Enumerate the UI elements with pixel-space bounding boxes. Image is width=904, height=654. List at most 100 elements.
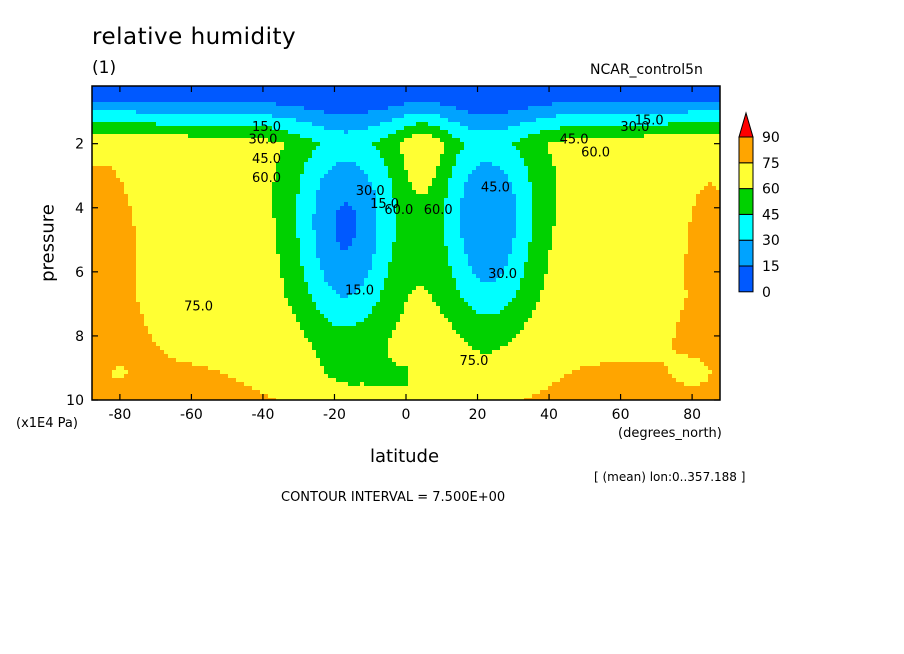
field-cell	[528, 186, 533, 191]
field-cell	[580, 202, 585, 207]
field-cell	[236, 194, 241, 199]
field-cell	[280, 194, 285, 199]
field-cell	[708, 142, 713, 147]
field-cell	[424, 170, 429, 175]
field-cell	[116, 206, 121, 211]
field-cell	[584, 142, 589, 147]
field-cell	[572, 202, 577, 207]
field-cell	[712, 182, 717, 187]
field-cell	[428, 114, 433, 119]
field-cell	[164, 186, 169, 191]
field-cell	[608, 158, 613, 163]
field-cell	[172, 206, 177, 211]
field-cell	[608, 170, 613, 175]
field-cell	[240, 198, 245, 203]
field-cell	[392, 146, 397, 151]
field-cell	[516, 90, 521, 95]
field-cell	[268, 118, 273, 123]
field-cell	[396, 90, 401, 95]
field-cell	[332, 166, 337, 171]
field-cell	[204, 198, 209, 203]
field-cell	[392, 162, 397, 167]
field-cell	[108, 202, 113, 207]
field-cell	[672, 142, 677, 147]
field-cell	[108, 206, 113, 211]
field-cell	[548, 102, 553, 107]
field-cell	[488, 190, 493, 195]
field-cell	[140, 178, 145, 183]
field-cell	[516, 178, 521, 183]
field-cell	[260, 122, 265, 127]
field-cell	[200, 158, 205, 163]
field-cell	[708, 162, 713, 167]
field-cell	[552, 210, 557, 215]
field-cell	[448, 146, 453, 151]
field-cell	[404, 166, 409, 171]
field-cell	[600, 174, 605, 179]
field-cell	[400, 114, 405, 119]
field-cell	[180, 146, 185, 151]
field-cell	[604, 210, 609, 215]
field-cell	[144, 94, 149, 99]
field-cell	[560, 210, 565, 215]
field-cell	[452, 190, 457, 195]
field-cell	[256, 142, 261, 147]
field-cell	[184, 134, 189, 139]
field-cell	[112, 122, 117, 127]
field-cell	[168, 198, 173, 203]
field-cell	[600, 150, 605, 155]
field-cell	[692, 178, 697, 183]
field-cell	[260, 118, 265, 123]
field-cell	[444, 162, 449, 167]
field-cell	[540, 206, 545, 211]
field-cell	[544, 146, 549, 151]
field-cell	[216, 162, 221, 167]
field-cell	[564, 106, 569, 111]
field-cell	[584, 206, 589, 211]
field-cell	[700, 202, 705, 207]
field-cell	[240, 158, 245, 163]
field-cell	[652, 170, 657, 175]
field-cell	[396, 166, 401, 171]
field-cell	[560, 146, 565, 151]
field-cell	[240, 186, 245, 191]
field-cell	[612, 178, 617, 183]
field-cell	[496, 202, 501, 207]
field-cell	[396, 210, 401, 215]
field-cell	[372, 190, 377, 195]
field-cell	[112, 202, 117, 207]
field-cell	[308, 122, 313, 127]
field-cell	[104, 106, 109, 111]
field-cell	[208, 98, 213, 103]
field-cell	[232, 182, 237, 187]
field-cell	[304, 90, 309, 95]
field-cell	[664, 114, 669, 119]
field-cell	[364, 210, 369, 215]
field-cell	[128, 94, 133, 99]
field-cell	[480, 94, 485, 99]
field-cell	[676, 122, 681, 127]
field-cell	[100, 202, 105, 207]
field-cell	[232, 102, 237, 107]
field-cell	[284, 154, 289, 159]
field-cell	[440, 118, 445, 123]
field-cell	[544, 130, 549, 135]
field-cell	[500, 166, 505, 171]
field-cell	[708, 206, 713, 211]
field-cell	[144, 150, 149, 155]
field-cell	[336, 134, 341, 139]
field-cell	[448, 210, 453, 215]
field-cell	[252, 130, 257, 135]
field-cell	[108, 142, 113, 147]
field-cell	[264, 94, 269, 99]
field-cell	[636, 162, 641, 167]
field-cell	[548, 142, 553, 147]
field-cell	[620, 162, 625, 167]
field-cell	[364, 146, 369, 151]
field-cell	[216, 154, 221, 159]
field-cell	[156, 114, 161, 119]
field-cell	[668, 130, 673, 135]
field-cell	[160, 122, 165, 127]
field-cell	[104, 202, 109, 207]
field-cell	[120, 210, 125, 215]
